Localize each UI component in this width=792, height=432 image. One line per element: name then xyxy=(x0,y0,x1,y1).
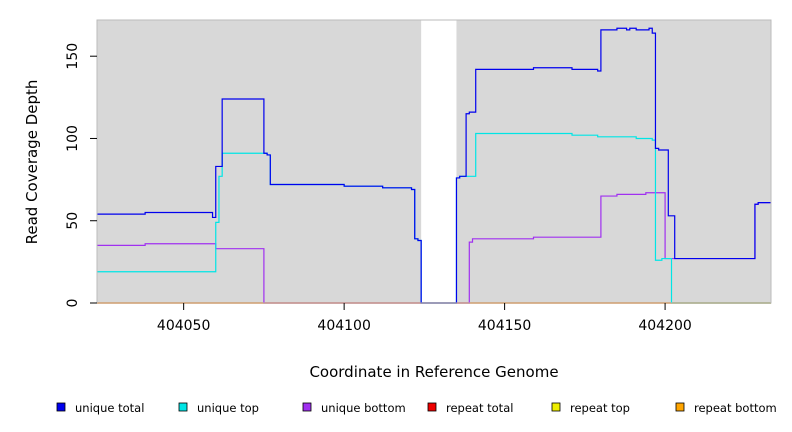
legend-swatch-unique-top xyxy=(178,402,188,412)
legend-swatch-repeat-bottom xyxy=(675,402,685,412)
legend-label-repeat-top: repeat top xyxy=(570,401,630,415)
legend-label-unique-bottom: unique bottom xyxy=(321,401,406,415)
legend-swatch-unique-total xyxy=(56,402,66,412)
x-tick-label: 404150 xyxy=(478,318,531,334)
legend: unique total unique top unique bottom repea… xyxy=(56,401,777,415)
legend-label-unique-top: unique top xyxy=(197,401,259,415)
y-tick-label: 50 xyxy=(65,212,81,230)
plot-frame xyxy=(96,19,772,304)
legend-swatch-repeat-top xyxy=(551,402,561,412)
y-axis-title: Read Coverage Depth xyxy=(23,80,41,245)
series-line-unique-total xyxy=(97,27,771,304)
legend-swatch-repeat-total xyxy=(427,402,437,412)
legend-label-unique-total: unique total xyxy=(75,401,144,415)
legend-swatch-unique-bottom xyxy=(302,402,312,412)
x-axis-title: Coordinate in Reference Genome xyxy=(309,363,558,381)
y-tick-label: 100 xyxy=(65,125,81,152)
x-tick-label: 404200 xyxy=(638,318,691,334)
legend-label-repeat-bottom: repeat bottom xyxy=(694,401,777,415)
x-tick-label: 404100 xyxy=(317,318,370,334)
x-tick-label: 404050 xyxy=(157,318,210,334)
gap-region xyxy=(421,20,457,303)
axes-layer: 404050 404100 404150 404200 0 50 100 150 xyxy=(65,43,692,334)
legend-label-repeat-total: repeat total xyxy=(446,401,513,415)
y-tick-label: 150 xyxy=(65,43,81,70)
y-tick-label: 0 xyxy=(65,299,81,308)
